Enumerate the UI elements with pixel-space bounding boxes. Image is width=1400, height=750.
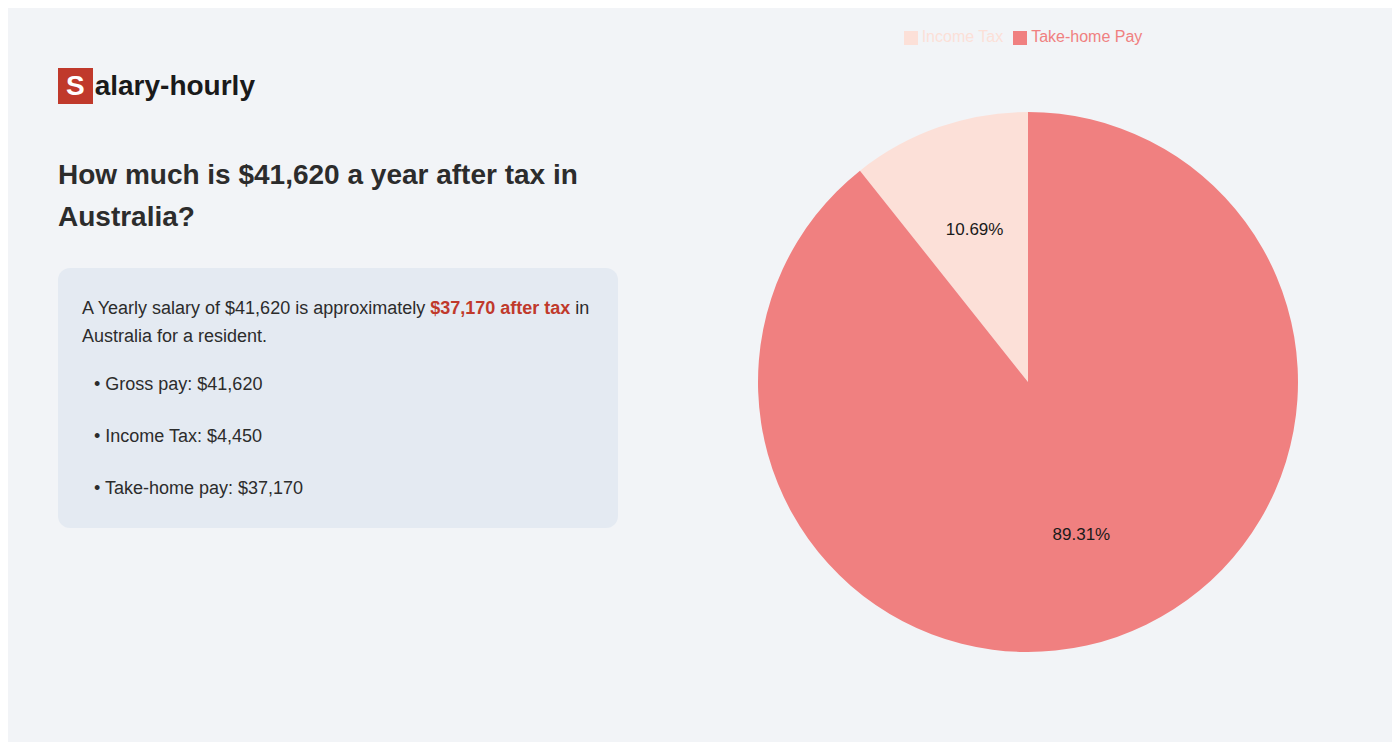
html-text:• Take-home pay: $37,170: • Take-home pay: $37,170 [94, 478, 304, 498]
html-text:Take-home Pay: Take-home Pay [1031, 28, 1143, 45]
html-text:Income Tax: Income Tax [921, 28, 1004, 45]
html-text:• Gross pay: $41,620: • Gross pay: $41,620 [94, 374, 263, 394]
html-text:• Income Tax: $4,450: • Income Tax: $4,450 [94, 426, 263, 446]
html-text:S alary-hourly: S alary-hourly [66, 70, 255, 101]
svg-text:10.69%: 10.69% [946, 220, 1004, 239]
html-text:A Yearly salary of $41,620 is: A Yearly salary of $41,620 is approximat… [82, 298, 590, 346]
svg-text:89.31%: 89.31% [1053, 525, 1111, 544]
html-text:How much is $41,620 a year aft: How much is $41,620 a year after tax in … [58, 159, 578, 232]
